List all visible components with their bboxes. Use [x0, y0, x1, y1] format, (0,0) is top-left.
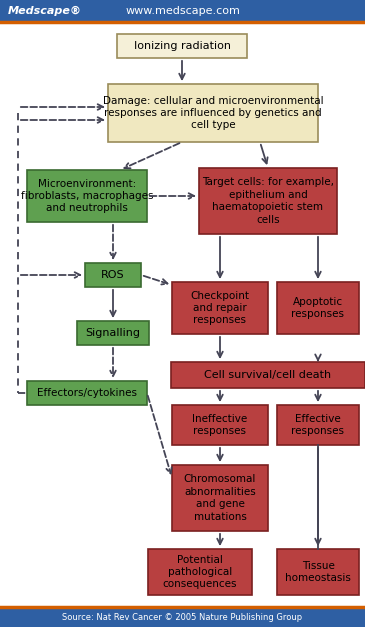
- Text: Target cells: for example,
epithelium and
haematopoietic stem
cells: Target cells: for example, epithelium an…: [202, 177, 334, 224]
- FancyBboxPatch shape: [172, 282, 268, 334]
- FancyBboxPatch shape: [108, 84, 318, 142]
- FancyBboxPatch shape: [277, 282, 359, 334]
- Text: Apoptotic
responses: Apoptotic responses: [292, 297, 345, 319]
- Text: Potential
pathological
consequences: Potential pathological consequences: [163, 555, 237, 589]
- Text: Effective
responses: Effective responses: [292, 414, 345, 436]
- FancyBboxPatch shape: [27, 170, 147, 222]
- FancyBboxPatch shape: [148, 549, 252, 595]
- Text: Cell survival/cell death: Cell survival/cell death: [204, 370, 331, 380]
- FancyBboxPatch shape: [85, 263, 141, 287]
- FancyBboxPatch shape: [277, 549, 359, 595]
- Text: Effectors/cytokines: Effectors/cytokines: [37, 388, 137, 398]
- Text: Ineffective
responses: Ineffective responses: [192, 414, 247, 436]
- FancyBboxPatch shape: [277, 405, 359, 445]
- FancyBboxPatch shape: [77, 321, 149, 345]
- Bar: [0, 0, 365, 22]
- Text: ROS: ROS: [101, 270, 125, 280]
- Text: Source: Nat Rev Cancer © 2005 Nature Publishing Group: Source: Nat Rev Cancer © 2005 Nature Pub…: [62, 613, 303, 621]
- Text: Microenvironment:
fibroblasts, macrophages
and neutrophils: Microenvironment: fibroblasts, macrophag…: [21, 179, 153, 213]
- Text: Signalling: Signalling: [85, 328, 141, 338]
- Text: Checkpoint
and repair
responses: Checkpoint and repair responses: [191, 290, 250, 325]
- Text: www.medscape.com: www.medscape.com: [125, 6, 240, 16]
- FancyBboxPatch shape: [172, 405, 268, 445]
- Text: Tissue
homeostasis: Tissue homeostasis: [285, 561, 351, 583]
- Text: Chromosomal
abnormalities
and gene
mutations: Chromosomal abnormalities and gene mutat…: [184, 475, 256, 522]
- Text: Damage: cellular and microenvironmental
responses are influenced by genetics and: Damage: cellular and microenvironmental …: [103, 95, 323, 130]
- FancyBboxPatch shape: [117, 34, 247, 58]
- FancyBboxPatch shape: [199, 168, 337, 234]
- FancyBboxPatch shape: [27, 381, 147, 405]
- FancyBboxPatch shape: [172, 465, 268, 531]
- Text: Medscape®: Medscape®: [8, 6, 82, 16]
- Text: Ionizing radiation: Ionizing radiation: [134, 41, 231, 51]
- Bar: [0, 607, 365, 627]
- FancyBboxPatch shape: [171, 362, 365, 388]
